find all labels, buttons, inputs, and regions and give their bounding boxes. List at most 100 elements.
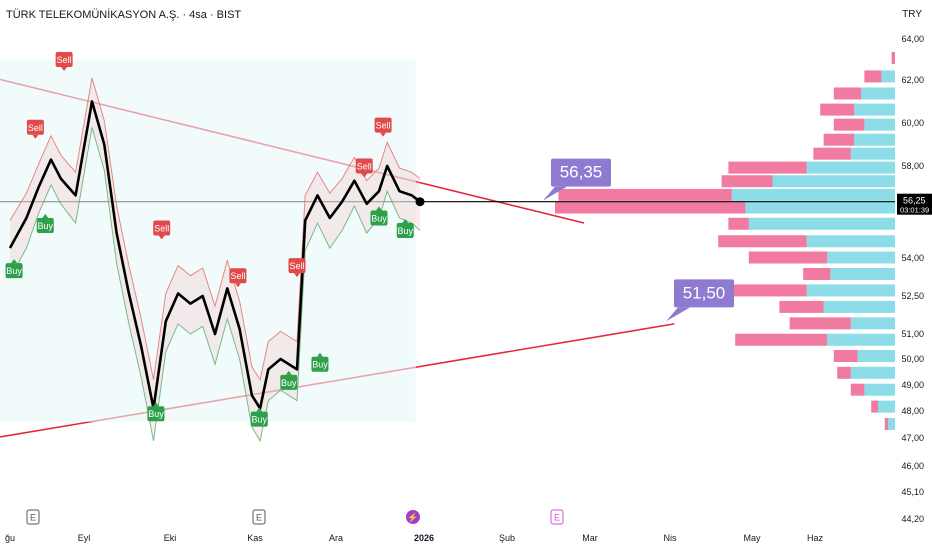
volume-profile-down-21 [850, 383, 865, 396]
y-tick-label-1: 62,00 [901, 75, 924, 85]
signal-box [36, 218, 54, 233]
volume-profile-down-7 [728, 161, 807, 174]
dividend-event-icon: ⚡ [406, 510, 420, 524]
x-tick-label-6: Şub [499, 533, 515, 543]
buy-signal-10: Buy [250, 407, 268, 427]
sell-signal-3: Sell [229, 268, 247, 288]
volume-profile-down-20 [837, 366, 851, 379]
y-tick-label-12: 46,00 [901, 461, 924, 471]
y-tick-label-2: 60,00 [901, 118, 924, 128]
signal-pointer [256, 407, 263, 412]
signal-box [26, 119, 44, 135]
volume-profile-up-15 [806, 284, 895, 297]
signal-pointer [316, 352, 323, 357]
signal-pointer [32, 134, 39, 139]
y-tick-label-6: 52,50 [901, 291, 924, 301]
volume-profile-up-19 [857, 350, 895, 362]
signal-pointer [380, 132, 387, 137]
y-tick-label-9: 49,00 [901, 380, 924, 390]
y-tick-label-13: 45,10 [901, 487, 924, 497]
x-tick-label-4: Ara [329, 533, 343, 543]
y-tick-label-3: 58,00 [901, 161, 924, 171]
signal-pointer [285, 370, 292, 375]
signal-pointer [152, 402, 159, 407]
volume-profile-up-21 [864, 383, 895, 396]
sell-signal-5: Sell [374, 117, 392, 137]
volume-profile-up-13 [827, 251, 895, 264]
volume-profile-down-3 [820, 103, 855, 116]
event-label: E [256, 513, 262, 523]
indicator-background [0, 59, 416, 422]
event-label: E [554, 513, 560, 523]
signal-box [288, 258, 306, 274]
volume-profile-up-4 [864, 118, 895, 131]
y-tick-label-0: 64,00 [901, 34, 924, 44]
signal-label: Sell [357, 162, 372, 172]
signal-box [147, 406, 165, 422]
event-box [252, 509, 266, 525]
volume-profile-down-23 [884, 418, 889, 430]
x-tick-label-1: Eyl [78, 533, 91, 543]
event-box [550, 509, 564, 525]
x-tick-label-8: Nis [664, 533, 677, 543]
y-axis: 64,0062,0060,0058,0056,0054,0052,5051,00… [901, 34, 924, 524]
event-label: ⚡ [407, 512, 418, 524]
signal-pointer [61, 67, 68, 71]
volume-profile-up-20 [850, 366, 895, 379]
sell-signal-6: Sell [355, 158, 373, 178]
signal-pointer [376, 206, 382, 211]
volume-profile-up-16 [823, 300, 895, 313]
x-axis: ğu Eyl Eki Kas Ara 2026 Şub Mar Nis May Haz [5, 533, 824, 543]
signal-box [5, 263, 23, 279]
earnings-event-icon: E [550, 509, 564, 525]
volume-profile-down-5 [823, 133, 855, 146]
signal-label: Buy [6, 266, 22, 276]
y-tick-label-14: 44,20 [901, 514, 924, 524]
volume-profile [555, 51, 895, 430]
price-series [0, 59, 425, 443]
x-tick-label-10: Haz [807, 533, 824, 543]
buy-signal-9: Buy [147, 402, 165, 422]
signal-label: Sell [154, 224, 169, 234]
sell-signal-1: Sell [26, 119, 44, 139]
signal-box [311, 356, 329, 372]
event-label: E [30, 513, 36, 523]
volume-profile-down-18 [735, 333, 827, 346]
signal-box [280, 374, 298, 390]
volume-profile-down-9 [558, 188, 732, 201]
volume-profile-up-12 [806, 235, 895, 248]
volume-profile-up-18 [827, 333, 895, 346]
volume-profile-up-23 [888, 418, 895, 430]
x-tick-label-2: Eki [164, 533, 177, 543]
x-tick-label-0: ğu [5, 533, 15, 543]
event-markers: E E ⚡ E [26, 509, 564, 525]
signal-pointer [158, 235, 165, 240]
sell-signal-2: Sell [153, 220, 171, 240]
signal-label: Sell [57, 55, 72, 65]
signal-pointer [42, 214, 49, 218]
price-label-value: 56,25 [903, 196, 926, 206]
callout-text: 51,50 [683, 283, 726, 302]
volume-profile-down-15 [721, 284, 807, 297]
buy-signal-13: Buy [370, 206, 388, 226]
signal-label: Sell [28, 123, 43, 133]
price-label-box [897, 193, 932, 215]
buy-signal-8: Buy [36, 214, 54, 233]
signal-pointer [11, 259, 18, 264]
signal-box [370, 210, 388, 226]
sell-signal-4: Sell [288, 258, 306, 278]
event-circle [406, 510, 420, 524]
volume-profile-down-1 [864, 70, 882, 83]
volume-profile-down-10 [555, 201, 746, 214]
volume-profile-down-8 [721, 175, 773, 188]
volume-profile-down-11 [728, 217, 749, 230]
volume-profile-down-22 [871, 400, 878, 413]
volume-profile-up-3 [854, 103, 895, 116]
volume-profile-down-19 [833, 350, 858, 362]
buy-signal-14: Buy [396, 219, 414, 238]
volume-profile-up-9 [731, 188, 895, 201]
volume-profile-down-0 [891, 51, 895, 64]
x-tick-label-3: Kas [247, 533, 263, 543]
price-callout-1: 51,50 [666, 279, 734, 322]
